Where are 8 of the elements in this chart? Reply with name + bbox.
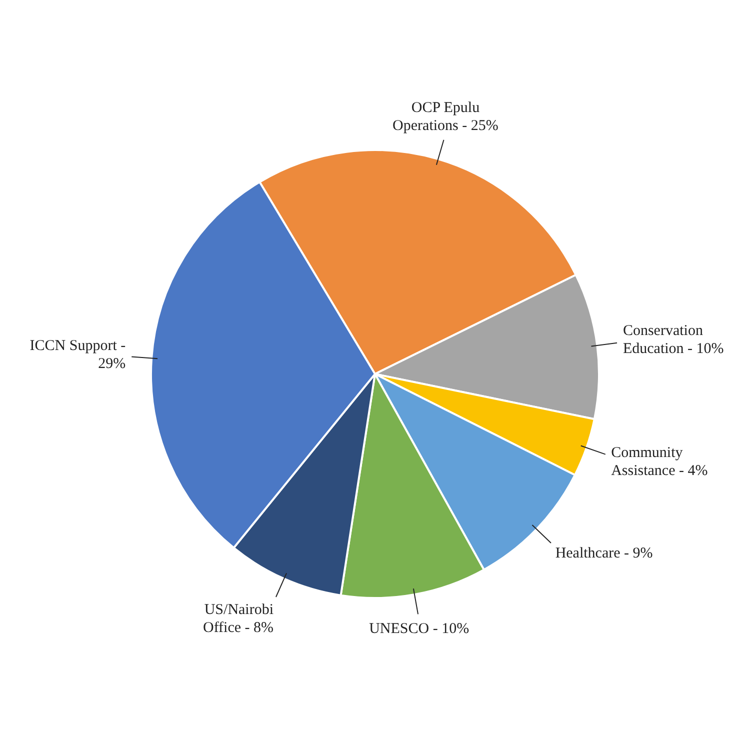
slice-label: ICCN Support - bbox=[30, 338, 126, 354]
slice-label: Healthcare - 9% bbox=[555, 545, 653, 562]
slice-label: OCP Epulu Operations - 25% bbox=[392, 100, 498, 134]
slice-label: Conservation Education - 10% bbox=[622, 322, 724, 357]
data-label: 29% bbox=[98, 356, 126, 372]
slice-label: UNESCO - 10% bbox=[369, 620, 470, 637]
slice-label: US/Nairobi Office - 8% bbox=[202, 602, 274, 636]
slice-label: Community Assistance - 4% bbox=[611, 445, 708, 480]
